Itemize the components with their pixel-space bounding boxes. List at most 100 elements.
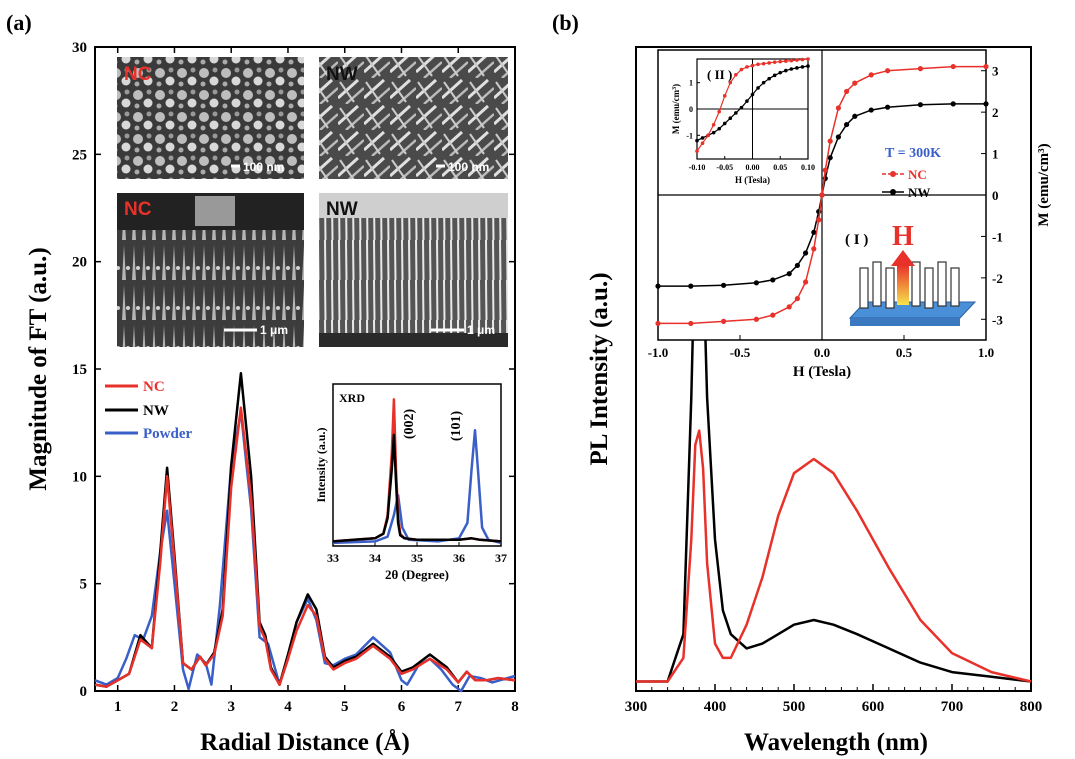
pl-x-tick-label: 700: [941, 699, 964, 715]
legend-label-powder: Powder: [143, 426, 192, 442]
mag-line-nw-point: [868, 107, 874, 113]
mag-line-nc-point: [950, 63, 956, 70]
mag-small-line-nw-point: [778, 70, 783, 75]
mag-x-tick-label: 1.0: [978, 345, 994, 360]
xrd-line-nw: [332, 433, 502, 543]
mag-small-line-nc-point: [761, 61, 766, 66]
mag-small-line-nc-point: [795, 58, 799, 62]
series-line-nc: [94, 406, 516, 688]
mag-x-tick-label: -1.0: [648, 345, 669, 360]
mag-small-line-nw-point: [722, 121, 727, 126]
y-tick-label: 5: [80, 577, 88, 593]
x-tick-label: 2: [171, 699, 179, 715]
y-tick-label: 10: [72, 469, 87, 485]
xrd-y-axis-label: Intensity (a.u.): [314, 427, 328, 502]
xrd-x-tick-label: 34: [369, 551, 381, 565]
x-tick-label: 6: [398, 699, 406, 715]
xrd-x-tick-label: 35: [411, 551, 423, 565]
mag-small-line-nc-point: [717, 109, 721, 114]
mag-line-nc-point: [753, 316, 760, 322]
sem-nw-top-label: NW: [326, 64, 358, 85]
sem-nc-side: NC 1 μm: [117, 193, 304, 347]
mag-small-line-nw-point: [761, 80, 766, 85]
x-tick-label: 4: [284, 699, 292, 715]
mag-small-line-nw-point: [772, 73, 777, 78]
mag-small-line-nc-point: [789, 58, 794, 63]
mag-y-tick-label: 2: [992, 105, 999, 120]
mag-small-y-axis-sup: 3: [672, 87, 678, 90]
mag-line-nw-point: [770, 277, 776, 283]
mag-line-nc-point: [803, 279, 809, 285]
y-tick-label: 25: [72, 147, 87, 163]
field-arrow-icon: [891, 250, 915, 266]
xrd-x-axis-label: 2θ (Degree): [385, 567, 449, 582]
x-axis-label: Radial Distance (Å): [200, 728, 410, 756]
mag-line-nc-point: [794, 295, 801, 302]
mag-y-tick-label: 0: [992, 188, 999, 203]
mag-small-line-nw-point: [800, 65, 805, 69]
x-tick-label: 7: [454, 699, 462, 715]
xrd-x-tick-label: 33: [327, 551, 339, 565]
mag-line-nc-point: [852, 80, 858, 86]
mag-small-y-axis-end: ): [671, 84, 681, 87]
sem-nc-top: NC 100 nm: [117, 57, 304, 179]
mag-small-line-nc-point: [706, 133, 710, 138]
mag-small-line-nw-point: [789, 67, 794, 71]
mag-line-nc-point: [868, 72, 874, 78]
mag-y-tick-label: -3: [992, 312, 1003, 327]
mag-line-nc-point: [835, 105, 842, 111]
x-tick-label: 5: [341, 699, 349, 715]
mag-x-tick-label: 0.0: [814, 345, 830, 360]
pl-line-nc: [636, 429, 1032, 683]
legend-label-nc: NC: [143, 379, 165, 395]
legend-label-nw: NW: [143, 403, 169, 419]
xrd-frame: [332, 383, 502, 547]
mag-small-line-nw-point: [734, 111, 738, 115]
mag-small-line-nc-point: [745, 65, 749, 69]
field-H-label: H: [892, 221, 914, 252]
mag-legend-nc: NC: [908, 167, 927, 182]
pl-x-tick-label: 400: [704, 699, 727, 715]
mag-small-x-tick-label: 0.10: [801, 163, 815, 172]
mag-small-line-nw-point: [750, 92, 755, 97]
temperature-text: T = 300K: [885, 146, 941, 161]
mag-small-line-nc-point: [739, 67, 744, 72]
mag-line-nc-point: [885, 68, 891, 74]
xrd-x-tick-label: 37: [495, 551, 507, 565]
pl-y-axis-label: PL Intensity (a.u.): [586, 272, 613, 465]
mag-line-nw-point: [786, 271, 792, 277]
mag-line-nw-point: [852, 113, 858, 119]
mag-small-line-nc-point: [728, 80, 733, 85]
mag-small-line-nc-point: [772, 60, 777, 64]
mag-line-nc-point: [688, 320, 694, 327]
mag-x-tick-label: -0.5: [730, 345, 751, 360]
mag-small-line-nw-point: [806, 64, 810, 68]
y-tick-label: 0: [80, 684, 88, 700]
panel-a-label: (a): [6, 10, 32, 35]
mag-legend: NC NW: [882, 167, 930, 200]
y-tick-label: 15: [72, 362, 87, 378]
mag-small-x-tick-label: 0.05: [773, 163, 787, 172]
mag-line-nc-point: [655, 320, 661, 327]
mag-small-line-nw-point: [756, 86, 760, 90]
mag-line-nw-point: [983, 101, 989, 107]
mag-small-line-nc-point: [734, 72, 738, 77]
mag-small-line-nc-point: [756, 62, 760, 67]
mag-line-nc-point: [770, 312, 776, 318]
mag-small-y-tick-label: -1: [686, 131, 693, 140]
mag-line-nw-point: [950, 101, 956, 107]
pl-x-tick-label: 300: [625, 699, 648, 715]
mag-small-line-nw-point: [700, 136, 705, 140]
mag-small-line-nw-point: [795, 66, 799, 70]
sem-nw-side-scale: 1 μm: [467, 323, 495, 337]
sem-nw-side: NW 1 μm: [319, 193, 508, 347]
mag-y-tick-label: -1: [992, 229, 1003, 244]
mag-small-line-nw-point: [717, 126, 721, 131]
sem-nc-side-label: NC: [124, 199, 152, 220]
mag-line-nw-point: [811, 229, 817, 235]
y-tick-label: 30: [72, 40, 87, 56]
x-tick-label: 3: [227, 699, 235, 715]
mag-small-line-nc-point: [711, 122, 716, 127]
